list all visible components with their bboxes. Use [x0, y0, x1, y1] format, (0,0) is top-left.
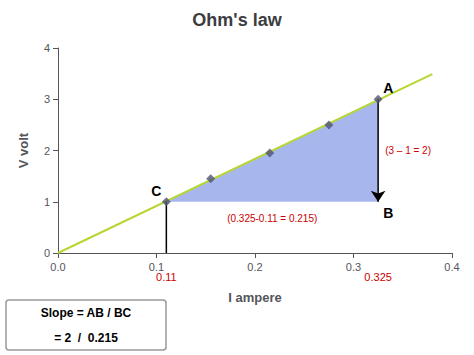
svg-text:0.1: 0.1	[148, 260, 165, 273]
svg-text:0: 0	[44, 247, 50, 259]
svg-text:I ampere: I ampere	[228, 290, 281, 305]
svg-text:= 2 / 0.215: = 2 / 0.215	[54, 331, 118, 345]
svg-text:0.0: 0.0	[50, 261, 65, 273]
svg-text:Ohm's law: Ohm's law	[192, 10, 282, 30]
svg-text:(3 – 1 = 2): (3 – 1 = 2)	[385, 145, 431, 156]
svg-text:0.2: 0.2	[247, 261, 262, 273]
svg-text:V volt: V volt	[16, 132, 31, 168]
svg-text:1: 1	[44, 196, 50, 208]
svg-text:Slope = AB / BC: Slope = AB / BC	[41, 306, 132, 320]
svg-text:2: 2	[44, 145, 50, 157]
svg-text:0.11: 0.11	[156, 271, 177, 283]
svg-text:0.4: 0.4	[444, 261, 459, 273]
svg-text:B: B	[383, 205, 393, 221]
svg-text:3: 3	[44, 93, 50, 105]
svg-text:(0.325-0.11 = 0.215): (0.325-0.11 = 0.215)	[227, 213, 317, 224]
svg-text:0.325: 0.325	[364, 271, 392, 283]
svg-text:C: C	[151, 183, 161, 199]
svg-text:0.3: 0.3	[346, 261, 361, 273]
svg-text:4: 4	[44, 42, 50, 54]
svg-text:A: A	[383, 80, 393, 96]
